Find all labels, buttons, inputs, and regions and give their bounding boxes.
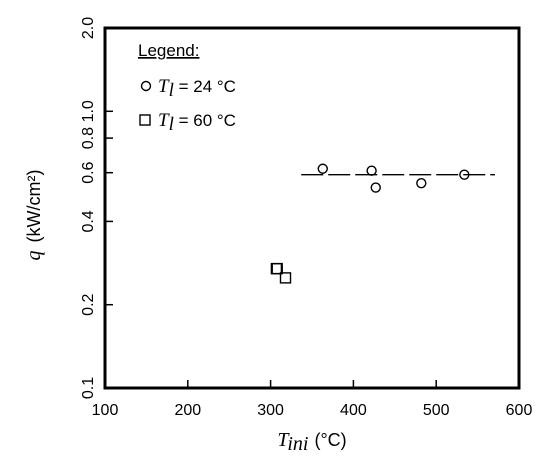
legend-entry-2-subscript: l — [169, 114, 174, 135]
legend-entry-1-subscript: l — [169, 80, 174, 101]
y-tick-label: 0.8 — [80, 127, 97, 149]
legend-entry-2-text: = 60 °C — [174, 111, 236, 130]
data-points — [270, 163, 470, 284]
plot-frame — [103, 26, 521, 390]
y-tick-label: 1.0 — [80, 100, 97, 122]
data-point-circle — [370, 182, 381, 193]
legend-entry-2-symbol: T — [158, 110, 170, 131]
x-tick-label: 200 — [174, 402, 201, 419]
y-axis-label: q (kW/cm²) — [23, 170, 45, 261]
legend-entry-1: Tl = 24 °C — [158, 76, 236, 101]
x-axis-ticks: 100 200 300 400 500 600 — [92, 380, 533, 419]
y-axis-symbol: q — [23, 250, 45, 260]
y-tick-label: 2.0 — [80, 17, 97, 39]
x-tick-label: 600 — [506, 402, 533, 419]
legend-entry-1-text: = 24 °C — [174, 77, 236, 96]
x-axis-unit: (°C) — [314, 430, 346, 450]
legend-title: Legend: — [138, 41, 199, 60]
legend: Legend: Tl = 24 °C Tl = 60 °C — [138, 41, 236, 135]
x-tick-label: 300 — [257, 402, 284, 419]
y-tick-label: 0.6 — [80, 161, 97, 183]
x-axis-label: Tini (°C) — [277, 429, 346, 455]
legend-entry-2: Tl = 60 °C — [158, 110, 236, 135]
y-tick-label: 0.2 — [80, 293, 97, 315]
y-axis-ticks: 0.1 0.2 0.4 0.6 0.8 1.0 2.0 — [80, 17, 113, 399]
legend-square-marker — [139, 114, 151, 126]
legend-entry-1-symbol: T — [158, 76, 170, 97]
x-axis-symbol: T — [277, 429, 290, 451]
data-point-circle — [366, 165, 377, 176]
data-point-circle — [416, 177, 427, 189]
y-tick-label: 0.4 — [80, 210, 97, 232]
data-point-circle — [317, 163, 328, 174]
data-point-circle — [459, 169, 470, 180]
x-tick-label: 100 — [92, 402, 119, 419]
x-tick-label: 500 — [423, 402, 450, 419]
data-point-square — [271, 262, 283, 275]
y-axis-unit: (kW/cm²) — [24, 170, 44, 243]
data-point-square — [279, 272, 292, 284]
x-axis-subscript: ini — [287, 433, 308, 455]
legend-circle-marker — [140, 80, 152, 92]
x-tick-label: 400 — [340, 402, 367, 419]
y-tick-label: 0.1 — [80, 377, 97, 399]
